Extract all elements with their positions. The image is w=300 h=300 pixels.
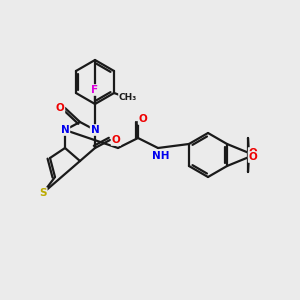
Text: O: O: [139, 114, 147, 124]
Text: N: N: [61, 125, 69, 135]
Text: CH₃: CH₃: [119, 94, 137, 103]
Text: NH: NH: [152, 151, 170, 161]
Text: F: F: [92, 85, 99, 95]
Text: O: O: [249, 152, 257, 162]
Text: O: O: [112, 135, 120, 145]
Text: S: S: [39, 188, 47, 198]
Text: O: O: [249, 148, 257, 158]
Text: O: O: [56, 103, 64, 113]
Text: N: N: [91, 125, 99, 135]
